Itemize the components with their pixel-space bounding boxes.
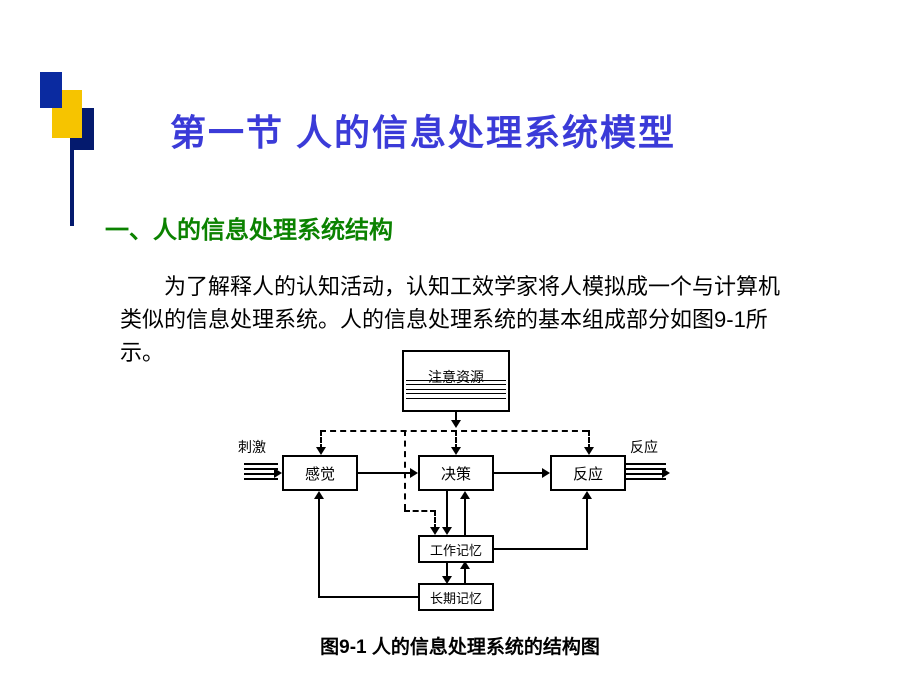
arrow-up-icon <box>460 491 470 499</box>
node-sense: 感觉 <box>282 455 358 491</box>
page-title: 第一节 人的信息处理系统模型 <box>170 104 676 156</box>
arrow-down-icon <box>442 576 452 584</box>
figure-caption: 图9-1 人的信息处理系统的结构图 <box>0 632 920 659</box>
arrow-down-icon <box>451 447 461 455</box>
arrow-up-icon <box>582 491 592 499</box>
node-long-term-memory: 长期记忆 <box>418 583 494 611</box>
edge-multi-in <box>244 463 278 483</box>
arrow-right-icon <box>662 468 670 478</box>
edge-multi-out <box>626 463 666 483</box>
arrow-down-icon <box>584 447 594 455</box>
arrow-down-icon <box>430 527 440 535</box>
decor-line <box>70 144 74 226</box>
slide-decor <box>40 72 102 222</box>
node-working-memory: 工作记忆 <box>418 535 494 563</box>
arrow-down-icon <box>442 527 452 535</box>
arrow-right-icon <box>274 468 282 478</box>
arrow-right-icon <box>410 468 418 478</box>
edge-solid <box>494 548 586 550</box>
decor-shape <box>40 72 62 108</box>
edge-dashed <box>320 430 588 432</box>
arrow-down-icon <box>316 447 326 455</box>
arrow-down-icon <box>451 420 461 428</box>
label-response: 反应 <box>630 437 658 457</box>
arrow-up-icon <box>314 491 324 499</box>
attention-fill-icon <box>404 378 508 408</box>
edge-solid <box>586 495 588 550</box>
node-attention: 注意资源 <box>402 350 510 412</box>
edge-dashed <box>404 510 436 512</box>
node-label: 感觉 <box>305 463 335 484</box>
edge-dashed <box>404 430 406 510</box>
node-label: 反应 <box>573 463 603 484</box>
node-label: 工作记忆 <box>430 540 482 559</box>
edge-solid <box>494 472 546 474</box>
arrow-right-icon <box>542 468 550 478</box>
edge-solid <box>446 491 448 531</box>
node-label: 决策 <box>441 463 471 484</box>
node-label: 长期记忆 <box>430 588 482 607</box>
edge-solid <box>464 495 466 535</box>
edge-solid <box>318 596 418 598</box>
edge-solid <box>318 495 320 598</box>
flowchart-diagram: 注意资源 感觉 决策 反应 工作记忆 长期记忆 刺激 反应 <box>260 350 660 620</box>
section-heading: 一、人的信息处理系统结构 <box>105 210 393 245</box>
arrow-up-icon <box>460 561 470 569</box>
node-react: 反应 <box>550 455 626 491</box>
node-decide: 决策 <box>418 455 494 491</box>
label-stimulus: 刺激 <box>238 437 266 457</box>
